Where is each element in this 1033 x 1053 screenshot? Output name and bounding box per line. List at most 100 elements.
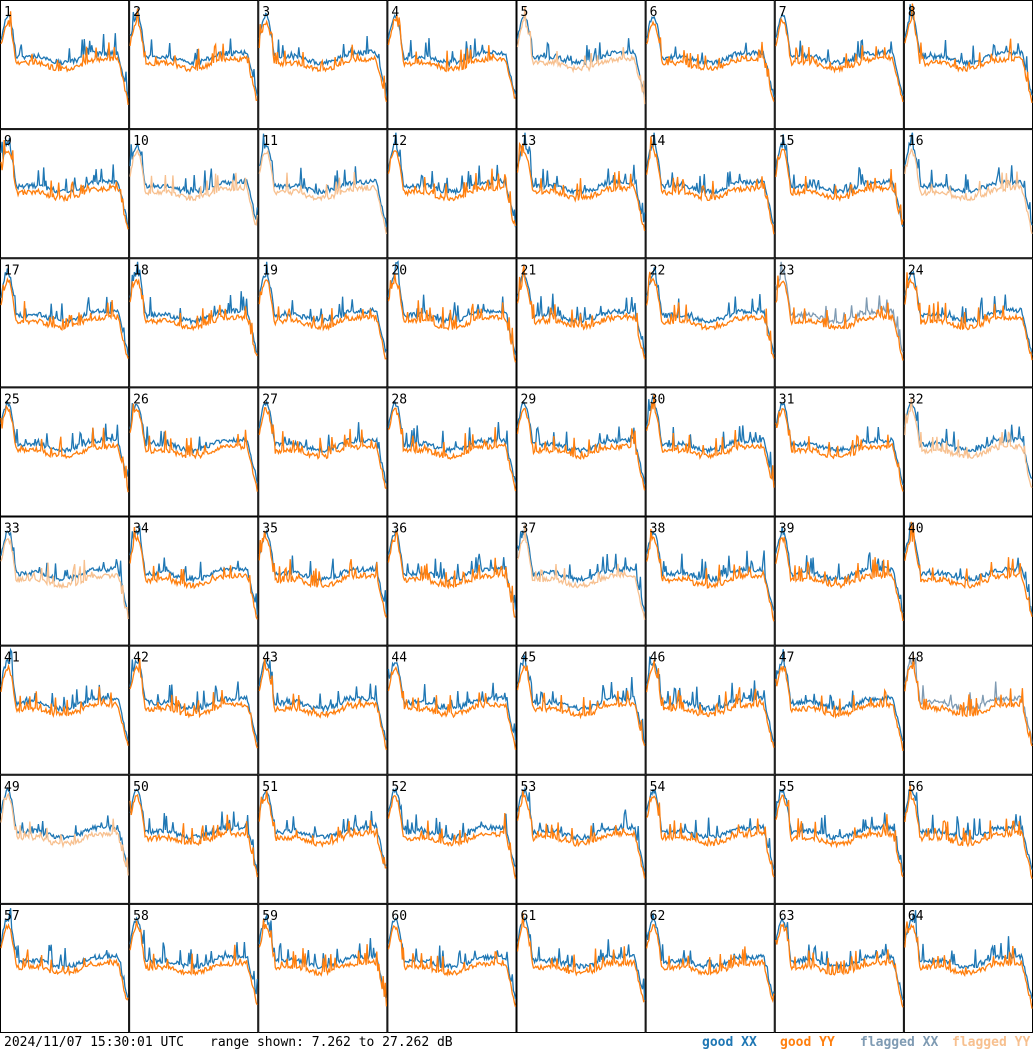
- panel-45: 45: [516, 645, 646, 775]
- panel-32: 32: [903, 387, 1033, 517]
- panel-label: 4: [391, 5, 399, 20]
- panel-38: 38: [645, 516, 775, 646]
- panel-label: 18: [133, 263, 149, 278]
- panel-border: [129, 387, 259, 517]
- panel-label: 42: [133, 651, 149, 666]
- series-good-yy: [516, 141, 646, 232]
- series-good-yy: [0, 923, 129, 1001]
- panel-label: 13: [521, 134, 537, 149]
- panel-label: 53: [521, 780, 537, 795]
- series-good-xx: [258, 790, 387, 867]
- panel-35: 35: [258, 516, 388, 646]
- panel-9: 9: [0, 129, 130, 259]
- panel-border: [129, 903, 259, 1033]
- panel-label: 52: [391, 780, 407, 795]
- panel-border: [645, 516, 775, 646]
- panel-label: 30: [650, 392, 666, 407]
- panel-label: 54: [650, 780, 666, 795]
- series-good-yy: [516, 790, 646, 879]
- panel-16: 16: [903, 129, 1033, 259]
- legend-flagged-xx: flagged XX: [860, 1035, 939, 1050]
- panel-label: 33: [4, 522, 20, 537]
- panel-label: 58: [133, 909, 149, 924]
- series-good-xx: [258, 12, 388, 96]
- series-good-xx: [904, 910, 1033, 999]
- panel-label: 31: [779, 392, 795, 407]
- legend-flagged-yy: flagged YY: [952, 1035, 1031, 1050]
- panel-border: [258, 387, 388, 517]
- panel-border: [387, 258, 517, 388]
- panel-label: 10: [133, 134, 149, 149]
- series-good-yy: [775, 922, 904, 1008]
- panel-border: [645, 645, 775, 775]
- series-good-xx: [129, 402, 258, 484]
- panel-12: 12: [387, 129, 517, 259]
- series-good-yy: [775, 536, 904, 621]
- panel-44: 44: [387, 645, 517, 775]
- panel-13: 13: [516, 129, 646, 259]
- panel-border: [129, 516, 259, 646]
- panel-label: 37: [521, 522, 537, 537]
- panel-55: 55: [774, 774, 904, 904]
- panel-1: 1: [0, 0, 130, 130]
- panel-label: 8: [908, 5, 916, 20]
- series-good-yy: [258, 530, 387, 618]
- panel-24: 24: [903, 258, 1033, 388]
- panel-label: 21: [521, 263, 537, 278]
- series-good-yy: [387, 530, 516, 618]
- panel-border: [903, 258, 1033, 388]
- panel-border: [0, 903, 130, 1033]
- panel-label: 9: [4, 134, 12, 149]
- series-good-xx: [0, 786, 129, 871]
- panel-border: [645, 774, 775, 904]
- panel-label: 14: [650, 134, 666, 149]
- series-flagged-yy: [516, 524, 646, 620]
- panel-52: 52: [387, 774, 517, 904]
- panel-border: [0, 645, 130, 775]
- panel-label: 29: [521, 392, 537, 407]
- panel-label: 12: [391, 134, 407, 149]
- series-good-yy: [387, 794, 517, 879]
- legend-good-yy: good YY: [780, 1035, 835, 1050]
- panel-64: 64: [903, 903, 1033, 1033]
- panel-label: 25: [4, 392, 20, 407]
- panel-49: 49: [0, 774, 130, 904]
- panel-10: 10: [129, 129, 259, 259]
- series-good-yy: [387, 924, 517, 1007]
- panel-34: 34: [129, 516, 259, 646]
- panel-46: 46: [645, 645, 775, 775]
- panel-11: 11: [258, 129, 388, 259]
- series-good-yy: [129, 278, 258, 357]
- panel-label: 34: [133, 522, 149, 537]
- series-good-xx: [129, 142, 258, 220]
- series-good-xx: [258, 399, 387, 484]
- panel-2: 2: [129, 0, 259, 130]
- panel-40: 40: [903, 516, 1033, 646]
- panel-label: 48: [908, 651, 924, 666]
- panel-border: [774, 0, 904, 130]
- panel-border: [903, 387, 1033, 517]
- panel-label: 5: [521, 5, 529, 20]
- panel-label: 24: [908, 263, 924, 278]
- panel-label: 35: [262, 522, 278, 537]
- panel-border: [258, 258, 388, 388]
- panel-border: [129, 258, 259, 388]
- series-good-yy: [516, 913, 646, 1003]
- panel-label: 57: [4, 909, 20, 924]
- series-good-xx: [904, 789, 1033, 870]
- series-good-yy: [258, 407, 387, 490]
- panel-border: [258, 0, 388, 130]
- panel-border: [645, 129, 775, 259]
- series-good-yy: [516, 664, 646, 746]
- panel-border: [774, 258, 904, 388]
- panel-39: 39: [774, 516, 904, 646]
- panel-37: 37: [516, 516, 646, 646]
- panel-label: 39: [779, 522, 795, 537]
- panel-18: 18: [129, 258, 259, 388]
- series-good-yy: [645, 924, 775, 1004]
- series-good-yy: [129, 8, 258, 102]
- series-good-xx: [516, 524, 646, 612]
- panel-label: 44: [391, 651, 407, 666]
- panel-label: 2: [133, 5, 141, 20]
- series-good-xx: [516, 653, 646, 745]
